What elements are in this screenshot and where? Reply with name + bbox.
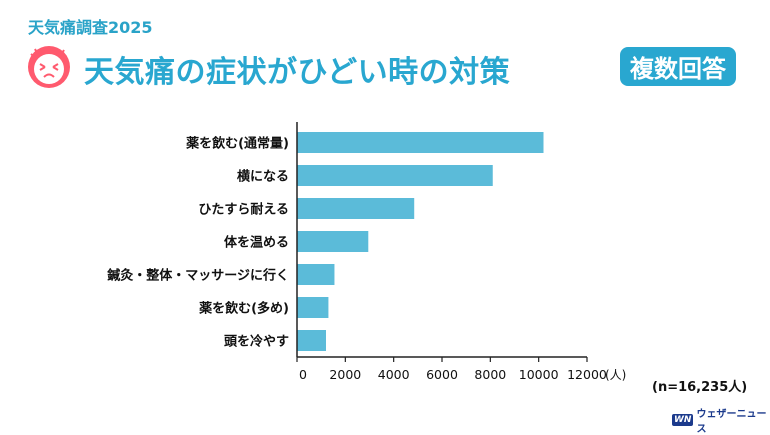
bar (297, 264, 335, 285)
bar (297, 330, 326, 351)
category-label: 鍼灸・整体・マッサージに行く (107, 268, 289, 284)
category-label: 薬を飲む(通常量) (185, 136, 289, 152)
survey-eyebrow: 天気痛調査2025 (28, 18, 153, 37)
brand-name: ウェザーニュース (696, 409, 767, 435)
sample-size-note: (n=16,235人) (652, 380, 748, 395)
pained-face-icon (28, 46, 70, 88)
brand-mark: WN (672, 414, 694, 426)
x-unit-label: (人) (605, 368, 626, 382)
x-tick-label: 8000 (474, 367, 506, 382)
category-label: ひたすら耐える (198, 202, 289, 218)
x-tick-label: 4000 (378, 367, 410, 382)
x-tick-label: 0 (299, 367, 307, 382)
multiple-answer-badge: 複数回答 (620, 47, 736, 86)
bar (297, 165, 493, 186)
bar (297, 198, 415, 219)
category-label: 体を温める (224, 235, 289, 251)
bar (297, 231, 369, 252)
chart-title: 天気痛の症状がひどい時の対策 (84, 55, 511, 90)
bar (297, 132, 544, 153)
x-tick-label: 10000 (519, 367, 559, 382)
x-tick-label: 6000 (426, 367, 458, 382)
x-tick-label: 12000 (567, 367, 607, 382)
x-tick-label: 2000 (329, 367, 361, 382)
category-label: 頭を冷やす (224, 334, 289, 350)
category-label: 薬を飲む(多め) (198, 301, 289, 317)
brand-logo: WN ウェザーニュース (672, 405, 770, 435)
category-label: 横になる (237, 169, 289, 185)
bar (297, 297, 329, 318)
